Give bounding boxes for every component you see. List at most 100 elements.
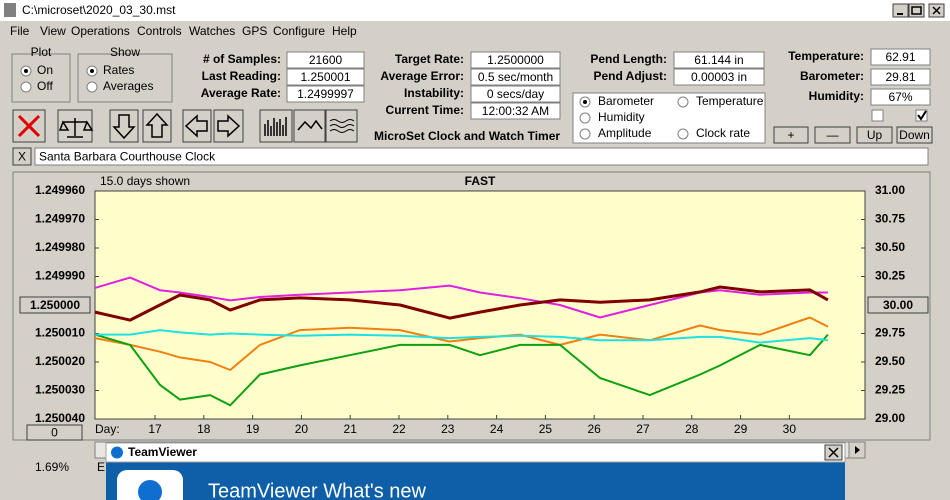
env-button-label: +	[787, 128, 794, 142]
field-value-text: 1.2499997	[297, 87, 354, 101]
radio[interactable]	[20, 81, 32, 93]
env-button[interactable]	[773, 126, 809, 144]
field-value-text: 21600	[309, 53, 343, 67]
radio-label: Off	[37, 79, 53, 93]
wave-icon	[329, 119, 355, 133]
app-icon	[4, 3, 16, 17]
env-button[interactable]	[896, 126, 933, 144]
x-tick-label: 25	[539, 422, 553, 436]
series-line	[95, 329, 829, 344]
y2-tick-label: 29.00	[875, 411, 905, 425]
series-line	[94, 276, 828, 319]
menu-item[interactable]: Configure	[273, 24, 325, 38]
field-label: Instability:	[404, 86, 464, 100]
minimize-button[interactable]	[892, 3, 909, 18]
radio-dot	[24, 69, 28, 73]
x-tick-label: 22	[392, 422, 406, 436]
menu-item[interactable]: Watches	[189, 24, 235, 38]
popup-heading: TeamViewer What's new	[208, 480, 427, 500]
menu-item[interactable]: Operations	[71, 24, 130, 38]
radio[interactable]	[86, 81, 98, 93]
legend-label[interactable]: Barometer	[598, 94, 654, 108]
field-value-text: 0 secs/day	[487, 87, 544, 101]
field-value	[470, 51, 561, 69]
center-right-button-label: 30.00	[883, 298, 913, 312]
menu-item[interactable]: View	[40, 24, 66, 38]
env-button-label: —	[827, 128, 839, 142]
legend-label[interactable]: Humidity	[598, 110, 645, 124]
x-tick-label: 18	[197, 422, 211, 436]
menu-item[interactable]: Controls	[137, 24, 182, 38]
y-tick-label: 1.250040	[35, 411, 85, 425]
center-left-button[interactable]	[19, 296, 91, 314]
title-bar	[0, 0, 950, 21]
y-tick-label: 1.249960	[35, 183, 85, 197]
menu-item[interactable]: GPS	[242, 24, 267, 38]
field-label: Target Rate:	[395, 52, 464, 66]
field-value-text: 12:00:32 AM	[482, 104, 549, 118]
toolbar	[12, 109, 358, 143]
x-tick-label: 28	[685, 422, 699, 436]
y2-tick-label: 30.75	[875, 212, 905, 226]
legend-label[interactable]: Temperature	[696, 94, 764, 108]
legend-label[interactable]: Amplitude	[598, 126, 652, 140]
popup-close-glyph	[828, 447, 839, 458]
center-right-button[interactable]	[867, 296, 929, 314]
left-icon	[184, 114, 208, 138]
check-mark	[917, 110, 927, 121]
x-tick-label: 19	[246, 422, 260, 436]
field-label: Current Time:	[386, 103, 464, 117]
field-value-text: 0.5 sec/month	[478, 70, 553, 84]
checkbox[interactable]	[915, 109, 928, 122]
radio-label: Averages	[103, 79, 153, 93]
legend-box	[572, 92, 766, 144]
offset-button[interactable]	[26, 424, 83, 441]
chart-subtitle: 15.0 days shown	[100, 174, 190, 188]
field-label: Average Rate:	[201, 86, 281, 100]
legend-label[interactable]: Clock rate	[696, 126, 750, 140]
stop-icon	[17, 114, 41, 138]
popup-title: TeamViewer	[128, 445, 197, 459]
up-icon	[145, 112, 169, 138]
y-tick-label: 1.250030	[35, 383, 85, 397]
right-icon	[217, 114, 241, 138]
field-label: Last Reading:	[202, 69, 281, 83]
field-value	[673, 68, 765, 86]
radio[interactable]	[579, 112, 591, 124]
y2-tick-label: 30.50	[875, 240, 905, 254]
menu-item[interactable]: Help	[332, 24, 357, 38]
popup-logo-mark	[138, 480, 162, 500]
x-tick-label: 27	[636, 422, 650, 436]
radio-label: On	[37, 63, 53, 77]
bars-icon	[264, 117, 287, 136]
env-button[interactable]	[856, 126, 893, 144]
env-button[interactable]	[814, 126, 851, 144]
offset-button-label: 0	[51, 426, 58, 440]
x-tick-label: 17	[148, 422, 162, 436]
x-tick-label: 29	[734, 422, 748, 436]
close-watch-button[interactable]	[12, 147, 32, 166]
field-label: Pend Length:	[590, 52, 667, 66]
y-tick-label: 1.250020	[35, 354, 85, 368]
field-value-text: 61.144 in	[694, 53, 743, 67]
wave-button[interactable]	[325, 109, 358, 143]
group-box	[77, 53, 173, 103]
radio[interactable]	[677, 128, 689, 140]
radio[interactable]	[579, 128, 591, 140]
x-tick-label: 20	[295, 422, 309, 436]
field-value-text: 1.2500000	[487, 53, 544, 67]
radio[interactable]	[677, 96, 689, 108]
maximize-glyph	[911, 6, 922, 15]
close-watch-button-label: X	[18, 150, 26, 164]
y2-tick-label: 30.25	[875, 269, 905, 283]
field-value	[286, 85, 365, 103]
menu-item[interactable]: File	[10, 24, 30, 38]
field-label: Temperature:	[788, 49, 864, 63]
window-controls[interactable]	[892, 3, 945, 18]
field-value	[673, 51, 765, 69]
field-value-text: 1.250001	[300, 70, 350, 84]
field-value	[286, 68, 365, 86]
popup-icon	[111, 446, 123, 459]
checkbox[interactable]	[871, 109, 884, 122]
